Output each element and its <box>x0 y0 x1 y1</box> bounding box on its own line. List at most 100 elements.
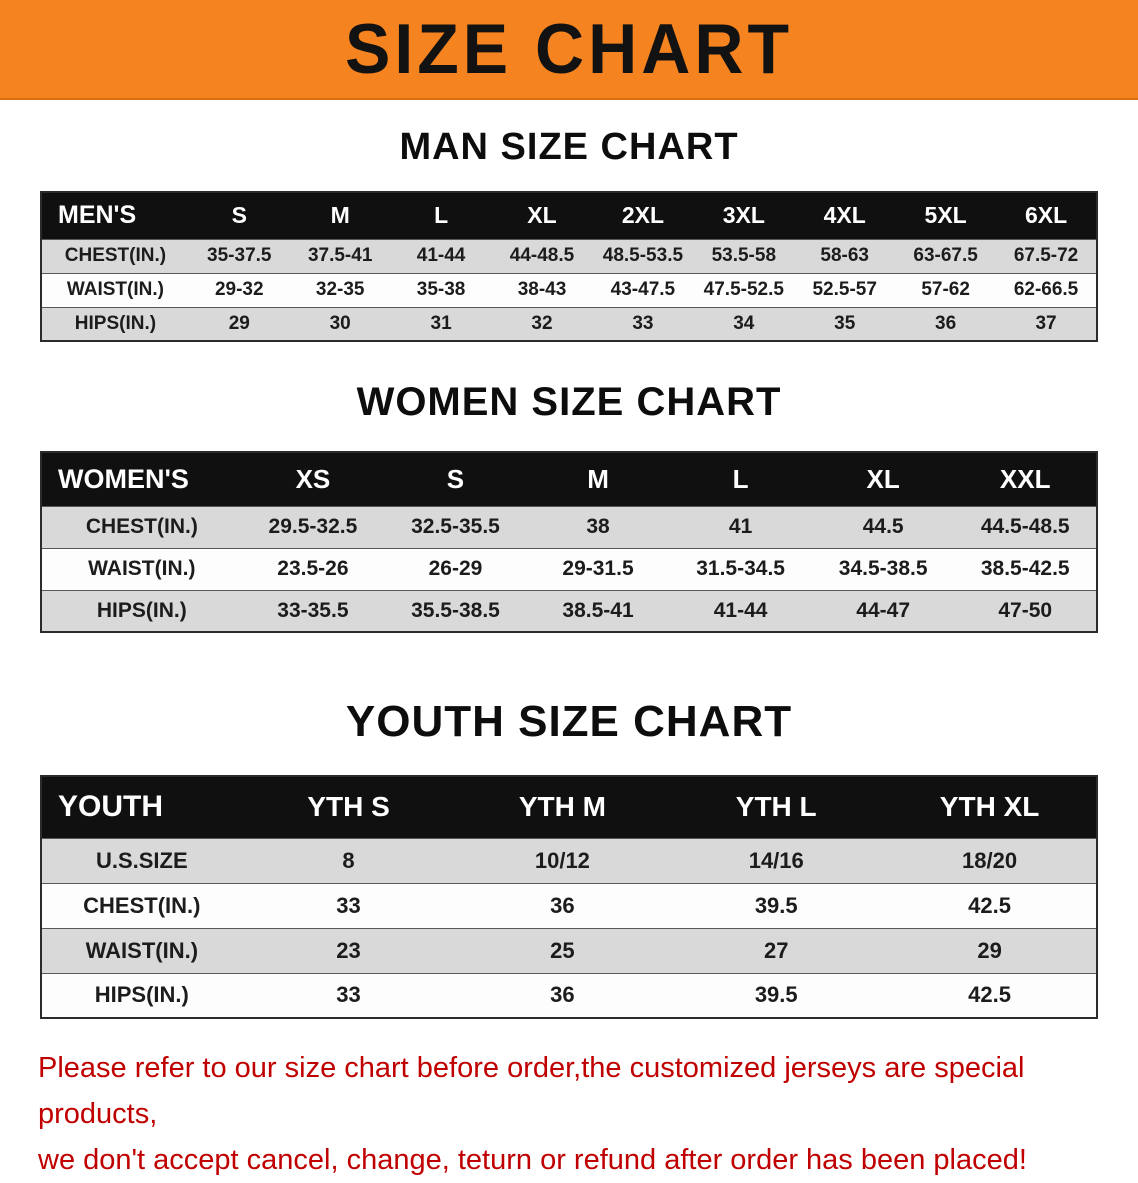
measure-label-cell: HIPS(IN.) <box>41 306 189 341</box>
table-header-row: MEN'S S M L XL 2XL 3XL 4XL 5XL 6XL <box>41 192 1097 239</box>
value-cell: 32 <box>491 306 593 341</box>
value-cell: 35 <box>794 306 896 341</box>
table-title-cell: WOMEN'S <box>41 452 242 506</box>
value-cell: 44-47 <box>811 589 955 632</box>
value-cell: 25 <box>455 927 670 973</box>
value-cell: 33 <box>592 306 694 341</box>
size-header-cell: L <box>669 452 812 506</box>
measure-label-cell: WAIST(IN.) <box>41 547 242 590</box>
value-cell: 43-47.5 <box>592 272 694 307</box>
table-row: WAIST(IN.) 29-32 32-35 35-38 38-43 43-47.5 47.… <box>41 272 1097 307</box>
value-cell: 44-48.5 <box>491 238 593 273</box>
value-cell: 38-43 <box>491 272 593 307</box>
women-size-table: WOMEN'S XS S M L XL XXL CHEST(IN.) 29.5-32.5 32.5… <box>40 451 1098 633</box>
value-cell: 31 <box>390 306 492 341</box>
value-cell: 39.5 <box>669 882 884 928</box>
value-cell: 41-44 <box>669 589 812 632</box>
value-cell: 32.5-35.5 <box>384 505 527 548</box>
value-cell: 36 <box>455 972 670 1018</box>
youth-size-table: YOUTH YTH S YTH M YTH L YTH XL U.S.SIZE 8 10/12… <box>40 775 1098 1019</box>
value-cell: 29-31.5 <box>526 547 670 590</box>
value-cell: 29 <box>188 306 290 341</box>
banner-title: SIZE CHART <box>345 9 793 89</box>
value-cell: 27 <box>669 927 884 973</box>
value-cell: 67.5-72 <box>996 238 1097 273</box>
table-header-row: YOUTH YTH S YTH M YTH L YTH XL <box>41 776 1097 838</box>
size-header-cell: YTH XL <box>883 776 1097 838</box>
value-cell: 33 <box>241 972 456 1018</box>
men-section-heading: MAN SIZE CHART <box>399 126 739 168</box>
value-cell: 53.5-58 <box>693 238 795 273</box>
value-cell: 57-62 <box>895 272 997 307</box>
value-cell: 52.5-57 <box>794 272 896 307</box>
value-cell: 37.5-41 <box>289 238 391 273</box>
table-row: CHEST(IN.) 29.5-32.5 32.5-35.5 38 41 44.5 44.5… <box>41 505 1097 548</box>
value-cell: 38 <box>526 505 670 548</box>
value-cell: 39.5 <box>669 972 884 1018</box>
value-cell: 42.5 <box>883 972 1097 1018</box>
size-header-cell: XL <box>811 452 955 506</box>
value-cell: 23 <box>241 927 456 973</box>
table-row: WAIST(IN.) 23 25 27 29 <box>41 927 1097 973</box>
size-header-cell: YTH M <box>455 776 670 838</box>
size-header-cell: 6XL <box>996 192 1097 239</box>
value-cell: 41-44 <box>390 238 492 273</box>
value-cell: 47-50 <box>954 589 1097 632</box>
size-header-cell: M <box>289 192 391 239</box>
measure-label-cell: WAIST(IN.) <box>41 272 189 307</box>
size-header-cell: XS <box>241 452 385 506</box>
value-cell: 26-29 <box>384 547 527 590</box>
value-cell: 63-67.5 <box>895 238 997 273</box>
size-header-cell: M <box>526 452 670 506</box>
value-cell: 18/20 <box>883 837 1097 883</box>
measure-label-cell: CHEST(IN.) <box>41 238 189 273</box>
table-row: U.S.SIZE 8 10/12 14/16 18/20 <box>41 837 1097 883</box>
value-cell: 31.5-34.5 <box>669 547 812 590</box>
value-cell: 33 <box>241 882 456 928</box>
value-cell: 35-38 <box>390 272 492 307</box>
value-cell: 38.5-41 <box>526 589 670 632</box>
table-row: CHEST(IN.) 33 36 39.5 42.5 <box>41 882 1097 928</box>
value-cell: 38.5-42.5 <box>954 547 1097 590</box>
size-header-cell: 2XL <box>592 192 694 239</box>
value-cell: 44.5-48.5 <box>954 505 1097 548</box>
measure-label-cell: HIPS(IN.) <box>41 589 242 632</box>
value-cell: 44.5 <box>811 505 955 548</box>
measure-label-cell: WAIST(IN.) <box>41 927 242 973</box>
table-row: HIPS(IN.) 33-35.5 35.5-38.5 38.5-41 41-44 44-… <box>41 589 1097 632</box>
size-header-cell: S <box>188 192 290 239</box>
table-row: HIPS(IN.) 29 30 31 32 33 34 35 36 37 <box>41 306 1097 341</box>
value-cell: 32-35 <box>289 272 391 307</box>
size-chart-banner: SIZE CHART <box>0 0 1138 100</box>
value-cell: 48.5-53.5 <box>592 238 694 273</box>
value-cell: 34 <box>693 306 795 341</box>
value-cell: 29-32 <box>188 272 290 307</box>
size-header-cell: 5XL <box>895 192 997 239</box>
table-row: WAIST(IN.) 23.5-26 26-29 29-31.5 31.5-34.5 34… <box>41 547 1097 590</box>
size-header-cell: S <box>384 452 527 506</box>
value-cell: 36 <box>455 882 670 928</box>
size-header-cell: 4XL <box>794 192 896 239</box>
women-section-heading: WOMEN SIZE CHART <box>356 380 782 424</box>
size-header-cell: XXL <box>954 452 1097 506</box>
table-row: HIPS(IN.) 33 36 39.5 42.5 <box>41 972 1097 1018</box>
value-cell: 47.5-52.5 <box>693 272 795 307</box>
table-title-cell: YOUTH <box>41 776 242 838</box>
youth-section-heading: YOUTH SIZE CHART <box>345 697 793 746</box>
value-cell: 41 <box>669 505 812 548</box>
measure-label-cell: HIPS(IN.) <box>41 972 242 1018</box>
table-title-cell: MEN'S <box>41 192 189 239</box>
size-header-cell: XL <box>491 192 593 239</box>
table-row: CHEST(IN.) 35-37.5 37.5-41 41-44 44-48.5 48.5… <box>41 238 1097 273</box>
size-header-cell: YTH L <box>669 776 884 838</box>
size-header-cell: L <box>390 192 492 239</box>
value-cell: 10/12 <box>455 837 670 883</box>
value-cell: 23.5-26 <box>241 547 385 590</box>
value-cell: 37 <box>996 306 1097 341</box>
value-cell: 29.5-32.5 <box>241 505 385 548</box>
order-policy-line-1: Please refer to our size chart before or… <box>38 1052 1025 1130</box>
value-cell: 36 <box>895 306 997 341</box>
value-cell: 8 <box>241 837 456 883</box>
value-cell: 29 <box>883 927 1097 973</box>
measure-label-cell: U.S.SIZE <box>41 837 242 883</box>
